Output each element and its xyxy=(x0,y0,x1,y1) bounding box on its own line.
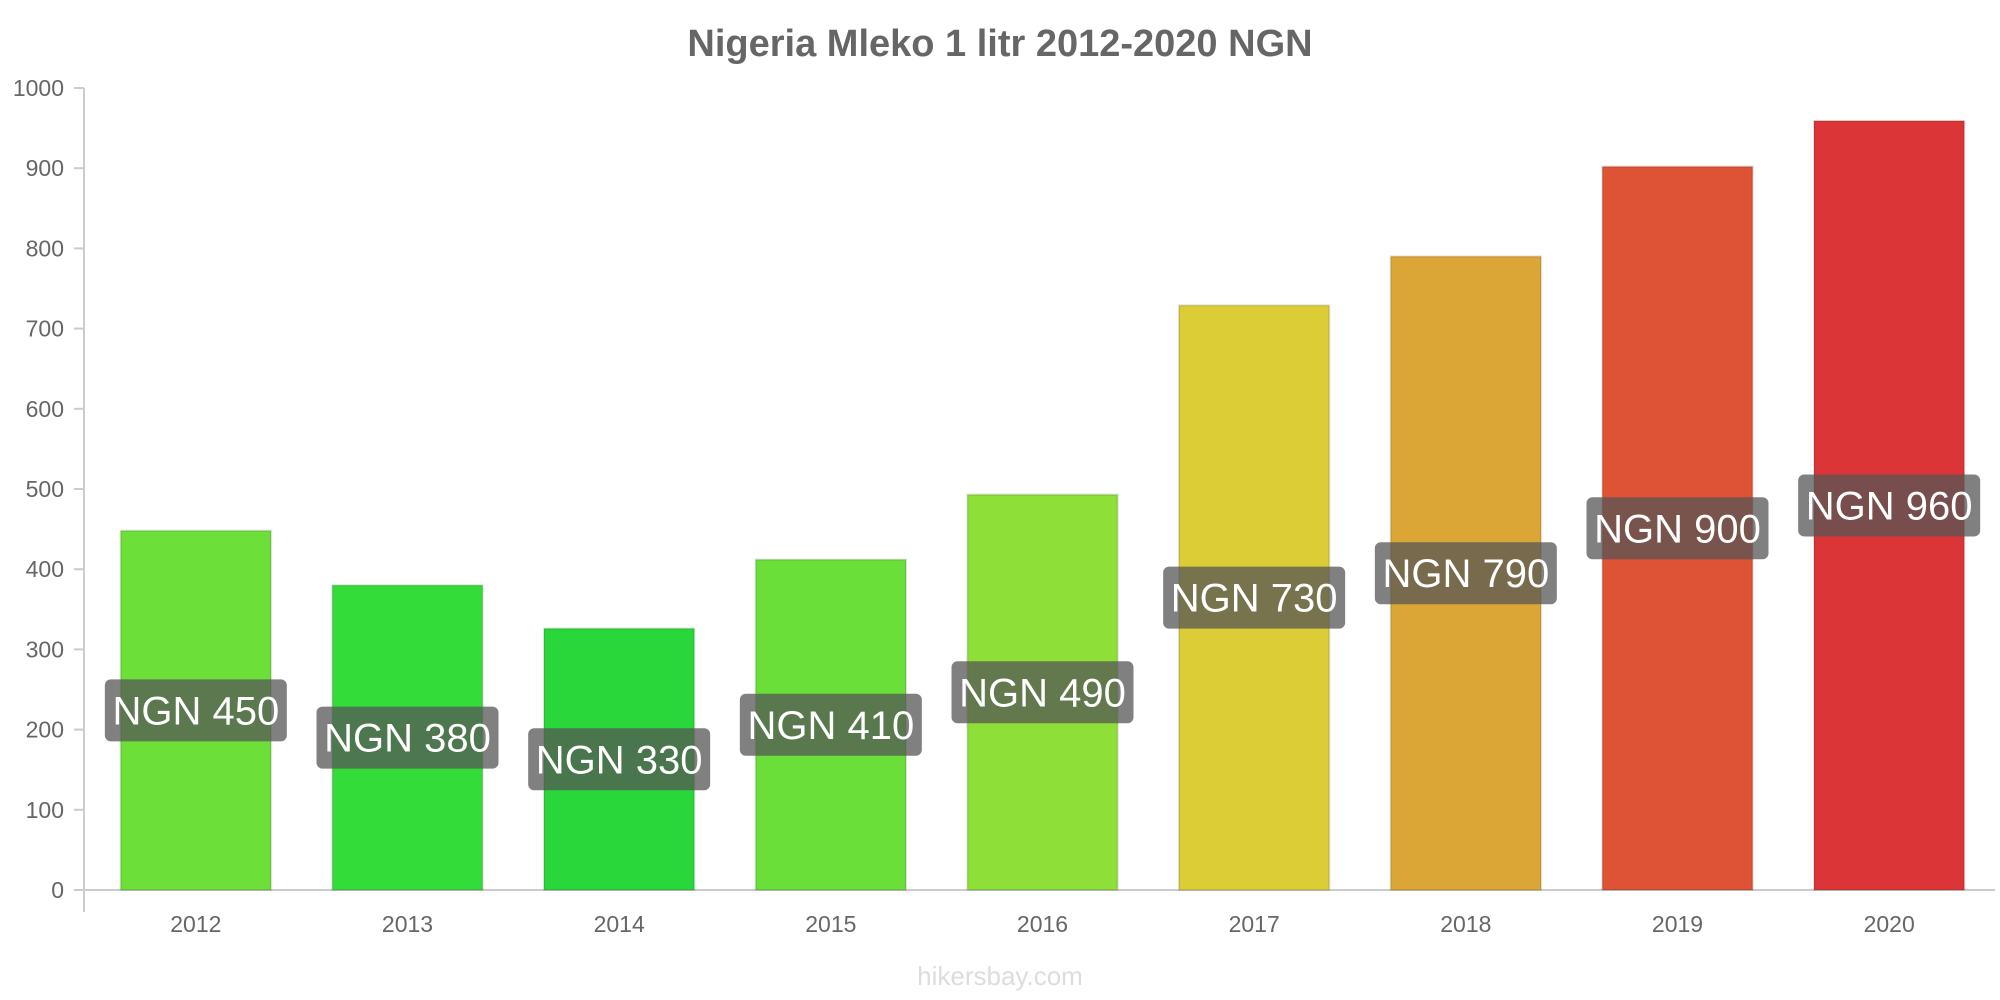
data-label-2014: NGN 330 xyxy=(536,738,703,782)
x-tick-label: 2014 xyxy=(594,911,645,937)
y-tick-label: 300 xyxy=(26,636,64,662)
y-tick-label: 1000 xyxy=(13,75,64,101)
y-tick-label: 600 xyxy=(26,396,64,422)
x-tick-label: 2016 xyxy=(1017,911,1068,937)
data-label-box xyxy=(951,661,1134,724)
data-label-box xyxy=(316,706,499,769)
x-tick-label: 2013 xyxy=(382,911,433,937)
data-label-2017: NGN 730 xyxy=(1171,577,1338,621)
x-tick-label: 2012 xyxy=(170,911,221,937)
y-tick-label: 200 xyxy=(26,717,64,743)
data-labels: NGN 450 NGN 380 NGN 330 NGN 410 NGN 490 NGN 7… xyxy=(104,474,1981,791)
data-label-2018: NGN 790 xyxy=(1382,552,1549,596)
x-axis: 2012 2013 2014 2015 2016 2017 2018 2019 2020 xyxy=(84,889,1995,937)
y-tick-label: 800 xyxy=(26,235,64,261)
data-label-box xyxy=(1374,542,1557,605)
data-label-2013: NGN 380 xyxy=(324,717,491,761)
x-tick-label: 2019 xyxy=(1652,911,1703,937)
y-tick-label: 900 xyxy=(26,155,64,181)
data-label-2020: NGN 960 xyxy=(1806,484,1973,528)
y-tick-label: 400 xyxy=(26,556,64,582)
x-tick-label: 2018 xyxy=(1440,911,1491,937)
data-label-2016: NGN 490 xyxy=(959,671,1126,715)
watermark: hikersbay.com xyxy=(917,961,1083,991)
x-tick-label: 2015 xyxy=(805,911,856,937)
data-label-2015: NGN 410 xyxy=(747,704,914,748)
data-label-2019: NGN 900 xyxy=(1594,507,1761,551)
y-tick-label: 500 xyxy=(26,476,64,502)
x-tick-label: 2017 xyxy=(1229,911,1280,937)
data-label-box xyxy=(104,679,287,742)
y-tick-label: 100 xyxy=(26,797,64,823)
y-tick-label: 700 xyxy=(26,316,64,342)
data-label-2012: NGN 450 xyxy=(112,689,279,733)
y-tick-label: 0 xyxy=(51,877,64,903)
data-label-box xyxy=(1586,497,1769,560)
x-tick-label: 2020 xyxy=(1864,911,1915,937)
y-axis: 0 100 200 300 400 500 600 700 800 900 1000 xyxy=(13,75,85,912)
data-label-box xyxy=(739,693,922,756)
chart-title: Nigeria Mleko 1 litr 2012-2020 NGN xyxy=(687,23,1312,65)
data-label-box xyxy=(1163,566,1346,629)
data-label-box xyxy=(1798,474,1981,537)
data-label-box xyxy=(528,728,711,791)
